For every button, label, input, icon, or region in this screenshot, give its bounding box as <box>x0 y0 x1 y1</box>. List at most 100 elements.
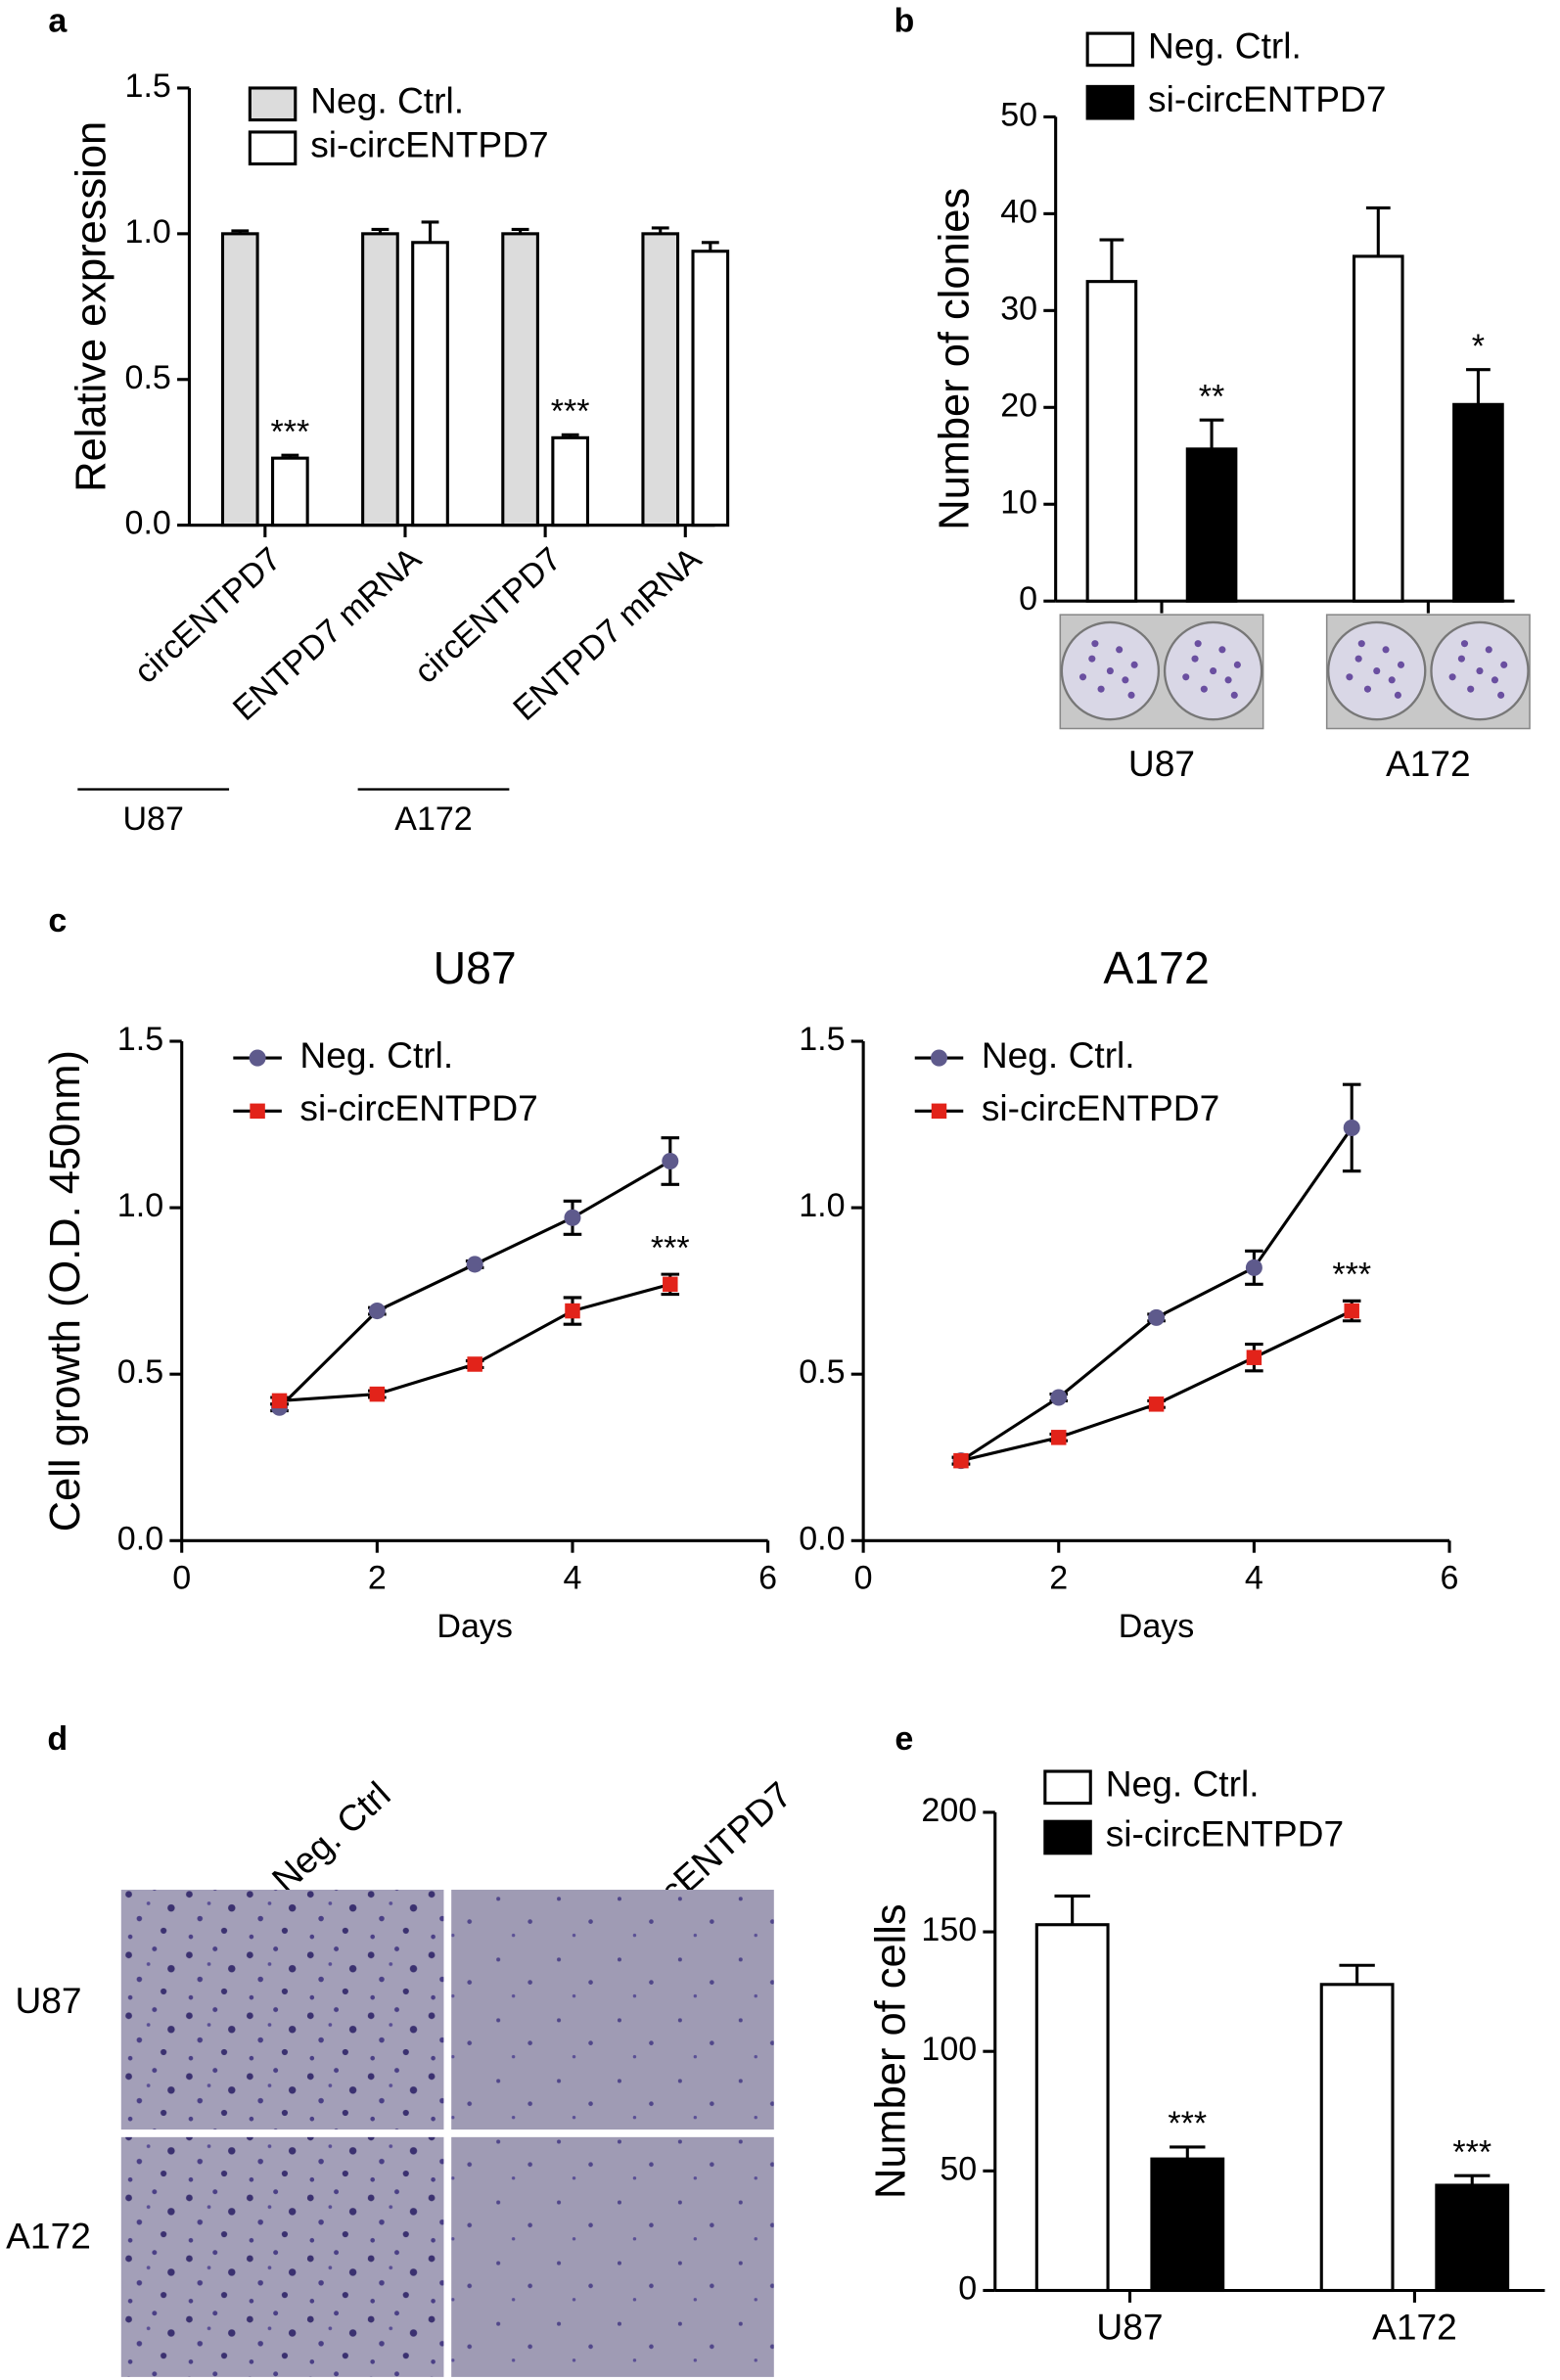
colony <box>1382 646 1390 654</box>
colony <box>1363 685 1372 693</box>
marker <box>953 1452 969 1469</box>
x-tick-label: 6 <box>1441 1560 1459 1597</box>
y-axis-title: Number of cells <box>868 1903 915 2199</box>
micrograph <box>451 2136 774 2377</box>
y-axis-title: Number of clonies <box>932 188 979 530</box>
colony <box>1116 646 1124 654</box>
colony <box>1491 676 1499 684</box>
panel-label: b <box>894 2 914 39</box>
colony <box>1224 676 1232 684</box>
y-tick-label: 0.5 <box>117 1353 163 1391</box>
group-label: U87 <box>122 801 183 838</box>
bar <box>1435 2183 1510 2293</box>
y-tick-label: 0.0 <box>117 1520 163 1557</box>
legend-label: si-circENTPD7 <box>1148 78 1386 119</box>
y-tick-label: 0 <box>1019 580 1037 618</box>
chart-title: U87 <box>434 942 517 993</box>
legend-marker <box>931 1103 947 1120</box>
x-tick-label: U87 <box>1128 743 1195 784</box>
panel-label: e <box>895 1720 913 1758</box>
colony <box>1500 661 1508 668</box>
y-tick-label: 1.0 <box>125 213 171 251</box>
colony <box>1106 666 1114 675</box>
y-tick-label: 0.5 <box>799 1353 845 1391</box>
x-tick-label: 2 <box>368 1560 387 1597</box>
row-label: U87 <box>15 1980 81 2021</box>
panel-d: d Neg. Ctrl si-circENTPD7 U87 A172 <box>6 1720 800 2377</box>
colony <box>1230 691 1238 699</box>
legend-swatch <box>1043 1769 1092 1806</box>
x-tick-label: 4 <box>564 1560 582 1597</box>
legend-label: Neg. Ctrl. <box>1106 1762 1260 1804</box>
legend-label: Neg. Ctrl. <box>299 1034 453 1076</box>
significance: *** <box>651 1229 690 1266</box>
bar <box>1352 254 1404 603</box>
bar <box>1085 280 1138 603</box>
marker <box>1246 1350 1262 1365</box>
bar <box>1034 1923 1110 2293</box>
colony <box>1497 691 1505 699</box>
colony <box>1394 691 1401 699</box>
bar <box>411 241 449 527</box>
significance: *** <box>1332 1257 1371 1294</box>
legend-marker <box>249 1049 266 1067</box>
marker <box>369 1386 386 1402</box>
marker <box>466 1256 483 1273</box>
colony <box>1448 673 1456 681</box>
x-tick-label: 0 <box>854 1560 873 1597</box>
colony <box>1182 673 1190 681</box>
colony <box>1191 655 1199 663</box>
y-tick-label: 1.0 <box>799 1187 845 1224</box>
bar <box>551 435 590 527</box>
marker <box>662 1152 679 1169</box>
y-tick-label: 150 <box>921 1911 977 1948</box>
chart-title: A172 <box>1103 942 1209 993</box>
significance: *** <box>270 413 309 450</box>
bar <box>1452 402 1504 603</box>
y-tick-label: 1.5 <box>117 1021 163 1058</box>
bar <box>361 232 399 527</box>
legend-marker <box>930 1049 948 1067</box>
marker <box>1050 1389 1068 1406</box>
colony <box>1122 676 1129 684</box>
colony <box>1200 685 1208 693</box>
bar <box>501 232 539 527</box>
x-tick-label: 2 <box>1049 1560 1068 1597</box>
micrograph <box>120 1890 444 2130</box>
y-tick-label: 1.0 <box>117 1187 163 1224</box>
colony <box>1476 666 1484 675</box>
colony <box>1457 655 1465 663</box>
legend-label: Neg. Ctrl. <box>1148 24 1302 66</box>
colony <box>1467 685 1475 693</box>
y-tick-label: 0.0 <box>799 1520 845 1557</box>
legend-label: Neg. Ctrl. <box>310 79 464 120</box>
marker <box>1148 1396 1165 1412</box>
y-tick-label: 10 <box>1000 483 1037 521</box>
colony <box>1485 646 1492 654</box>
marker <box>1051 1430 1067 1445</box>
y-tick-label: 1.5 <box>799 1021 845 1058</box>
marker <box>467 1356 482 1372</box>
legend-swatch <box>248 86 298 122</box>
micrograph <box>120 2136 444 2377</box>
panel-label: a <box>48 2 68 39</box>
significance: *** <box>1168 2105 1207 2142</box>
y-tick-label: 100 <box>921 2031 977 2068</box>
group-label: A172 <box>394 801 473 838</box>
legend-marker <box>250 1103 265 1120</box>
series-line <box>960 1309 1353 1463</box>
y-tick-label: 40 <box>1000 193 1037 230</box>
colony <box>1460 640 1469 648</box>
bar <box>220 232 259 527</box>
legend-swatch <box>1043 1819 1092 1855</box>
x-tick-label: A172 <box>1386 743 1471 784</box>
colony <box>1354 655 1362 663</box>
marker <box>1245 1259 1262 1276</box>
y-tick-label: 0.0 <box>125 505 171 542</box>
legend-label: si-circENTPD7 <box>982 1087 1219 1128</box>
colony <box>1127 691 1135 699</box>
y-tick-label: 200 <box>921 1792 977 1829</box>
bar <box>1185 447 1238 603</box>
